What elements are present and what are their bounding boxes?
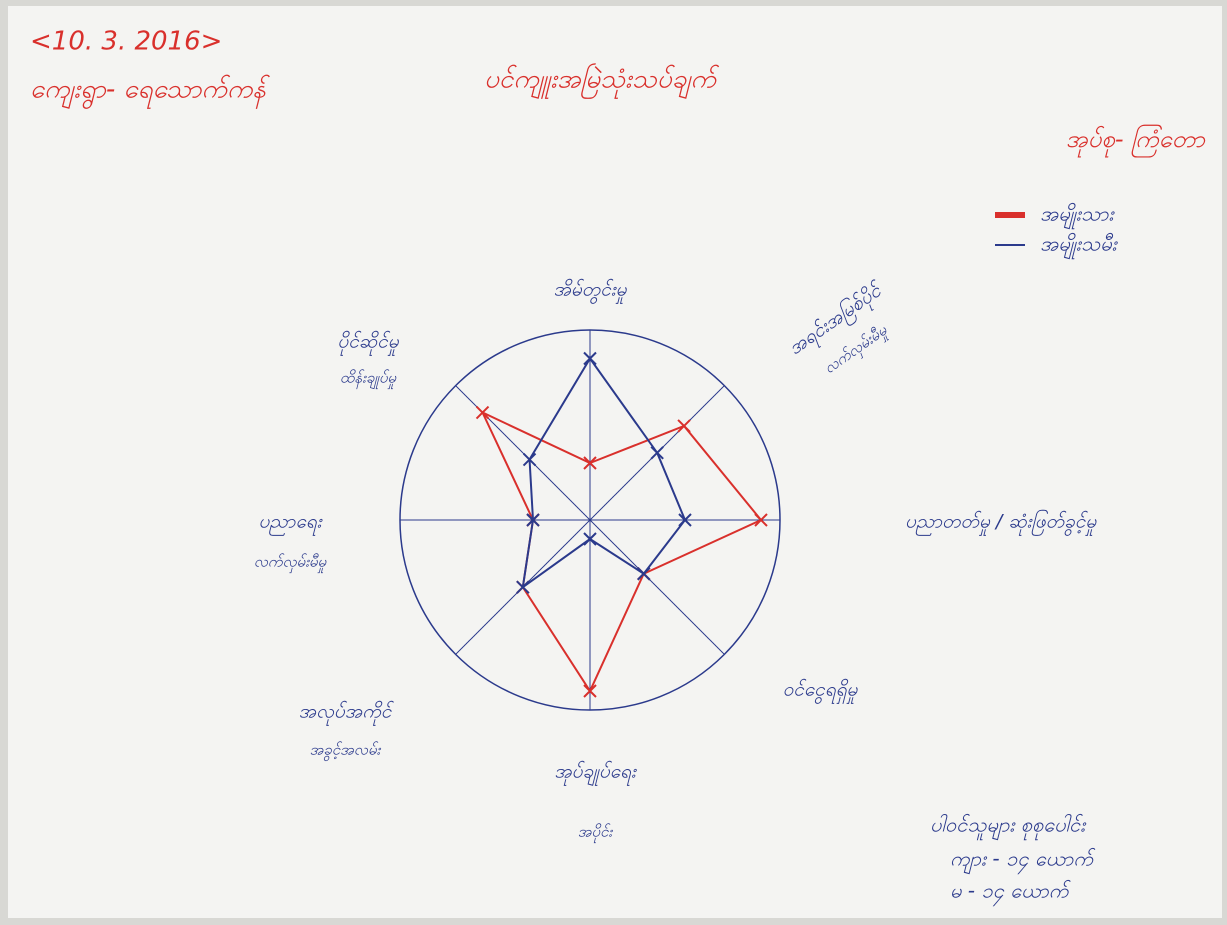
point-marker [516,580,530,594]
axis-label: ပညာတတ်မှု / ဆုံးဖြတ်ခွင့်မှု [905,510,1097,537]
date: <10. 3. 2016> [30,27,222,57]
paper [8,6,1222,918]
axis-label: အိမ်တွင်းမှု [553,279,627,305]
axis-label: ဝင်ငွေရရှိမှု [783,679,859,705]
point-marker [583,684,597,698]
axis-label: ထိန်းချုပ်မှု [340,369,397,390]
point-marker [526,513,540,527]
point-marker [583,532,597,546]
axis-label: အခွင့်အလမ်း [310,741,382,762]
axis-label: အလုပ်အကိုင် [299,701,395,727]
point-marker [475,405,490,420]
axis-label: အပိုင်း [578,823,614,844]
axis-label: လက်လှမ်းမီမှု [254,553,327,574]
point-marker [583,351,597,366]
axis-label: ပိုင်ဆိုင်မှု [337,331,399,357]
point-marker [754,513,768,527]
axis-label: အုပ်ချုပ်ရေး [554,761,637,787]
axis-line [589,519,725,655]
group: အုပ်စု- ကြံတော [1066,124,1206,158]
point-marker [678,513,692,527]
legend-label: အမျိုးသမီး [1040,232,1119,260]
point-marker [522,452,537,467]
point-marker [637,567,651,581]
legend-label: အမျိုးသား [1040,202,1115,230]
point-marker [677,419,691,433]
participants: မ - ၁၄ ယောက် [950,879,1071,907]
chart-title: ပင်ကျူးအမြဲသုံးသပ်ချက် [484,63,719,100]
participants: ပါဝင်သူများ စုစုပေါင်း [930,813,1087,841]
participants: ကျား - ၁၄ ယောက် [950,847,1096,875]
axis-label: ပညာရေး [258,511,322,537]
village: ကျေးရွာ- ရေသောက်ကန် [30,75,270,110]
point-marker [650,446,664,460]
point-marker [583,456,597,470]
